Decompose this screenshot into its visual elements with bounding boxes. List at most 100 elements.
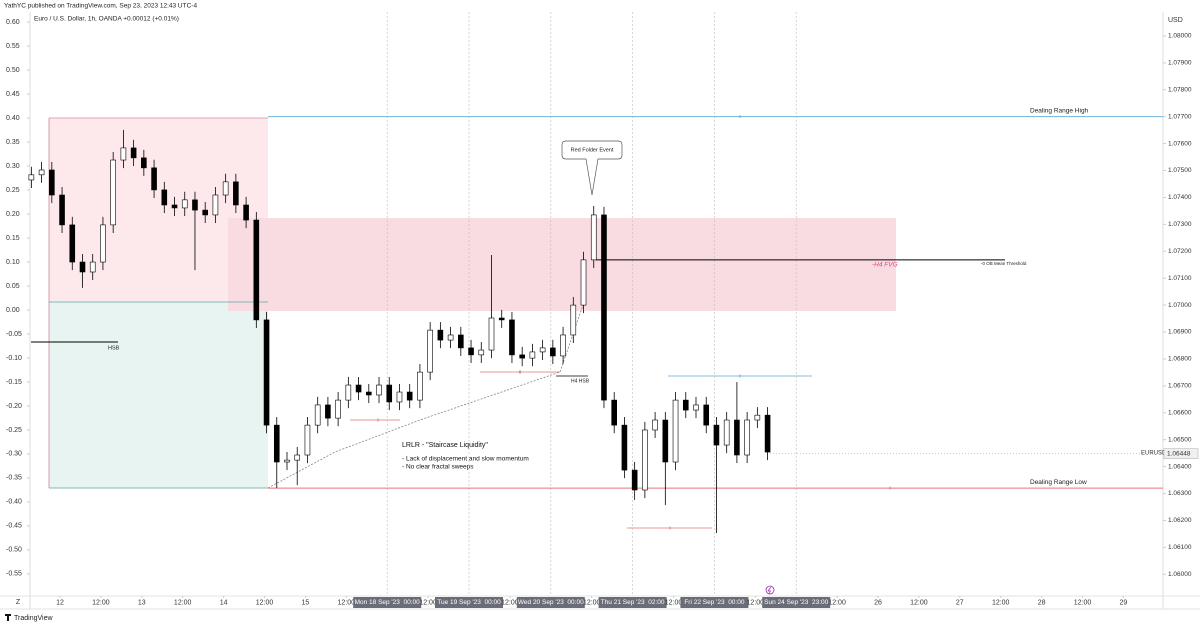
x-tick-label: Wed 20 Sep '23 00:00 [518,599,584,606]
event-icon-bolt [767,586,772,595]
candle-body [202,209,208,216]
candle-body [233,181,239,206]
fvg-zone [228,218,896,311]
x-tick-label: Tue 19 Sep '23 00:00 [437,599,501,606]
candle-body [652,419,658,431]
x-marker: x [889,485,892,491]
candle-body [601,214,607,401]
candle-body [580,259,587,306]
x-marker: x [739,373,742,379]
candle-body [304,424,311,456]
candle-body [396,391,403,403]
x-marker: x [519,369,522,375]
time-label-box [353,597,422,608]
y2-tick-label: 1.06200 [1168,517,1192,524]
y-tick-label: 0.55 [6,43,20,50]
x-marker: x [739,114,742,120]
candle-body [263,319,270,426]
candle-body [539,347,546,353]
x-tick-label: 12:00 [665,599,683,606]
y-tick-label: -0.10 [6,355,22,362]
lrlr-title: LRLR - "Staircase Liquidity" [402,442,488,449]
candle-body [100,224,106,263]
x-tick-label: Mon 18 Sep '23 00:00 [355,599,421,606]
x-tick-label: 12:00 [174,599,192,606]
x-tick-label: Sun 24 Sep '23 23:00 [764,599,829,606]
y-tick-label: 0.10 [6,259,20,266]
event-icon[interactable] [765,585,775,595]
y2-tick-label: 1.06600 [1168,409,1192,416]
candle-body [59,194,65,226]
x-tick-label: 12:00 [92,599,110,606]
zoom-button[interactable]: Z [16,599,21,606]
callout-text: Red Folder Event [571,147,614,153]
candle-body [672,399,679,463]
candle-body [355,384,362,393]
y-tick-label: 0.45 [6,91,20,98]
y2-tick-label: 1.07900 [1168,60,1192,67]
candle-body [427,329,433,373]
y2-tick-label: 1.06300 [1168,490,1192,497]
candle-body [151,167,157,191]
hsb-label: HSB [108,345,120,351]
y-tick-label: -0.50 [6,547,22,554]
y2-tick-label: 1.06000 [1168,571,1192,578]
time-label-box [435,597,504,608]
candle-body [335,399,341,419]
x-tick-label: 12:00 [419,599,437,606]
y-tick-label: -0.20 [6,403,22,410]
candle-body [468,347,474,356]
discount-zone [49,302,268,488]
candle-body [570,304,577,336]
x-tick-label: 12:00 [338,599,356,606]
h4-hsb-label: H4 HSB [571,378,590,384]
y2-tick-label: 1.08000 [1168,33,1192,40]
candle-body [447,334,454,341]
currency-label: USD [1168,17,1183,24]
candle-body [171,204,178,209]
y-tick-label: -0.55 [6,571,22,578]
candle-body [723,419,730,446]
staircase-line [267,304,584,489]
candle-body [253,219,260,321]
y2-tick-label: 1.07000 [1168,302,1192,309]
x-tick-label: 28 [1038,599,1046,606]
y-tick-label: 0.30 [6,163,20,170]
candle-body [49,169,55,196]
last-price-label: 1.06448 [1167,450,1191,457]
y-tick-label: 0.05 [6,283,20,290]
level-label: Dealing Range Low [1030,479,1087,486]
x-tick-label: 13 [138,599,146,606]
candle-body [631,469,638,491]
x-tick-label: Fri 22 Sep '23 00:00 [684,599,745,606]
candle-body [79,261,86,273]
y-tick-label: 0.25 [6,187,20,194]
candles [28,129,771,534]
y-tick-label: -0.40 [6,499,22,506]
candle-body [376,384,382,396]
candle-body [386,384,393,403]
candle-body [89,261,96,273]
publish-header: YathYC published on TradingView.com, Sep… [4,3,197,10]
candle-body [458,334,464,349]
candle-body [365,391,372,396]
symbol-legend: Euro / U.S. Dollar, 1h, OANDA +0.00012 (… [34,16,179,23]
y-tick-label: 0.15 [6,235,20,242]
x-tick-label: 12:00 [501,599,519,606]
y2-tick-label: 1.07600 [1168,140,1192,147]
tv-logo [5,614,11,621]
candle-body [222,181,229,196]
candle-body [141,157,147,169]
candle-body [69,224,76,263]
candle-body [478,349,485,356]
candle-body [325,404,331,419]
candle-body [28,174,35,181]
candle-body [38,169,45,176]
candle-body [345,384,352,401]
candle-body [192,199,198,211]
footer-brand: TradingView [14,615,53,622]
y2-tick-label: 1.07100 [1168,275,1192,282]
candle-body [560,334,566,357]
y2-tick-label: 1.06500 [1168,436,1192,443]
